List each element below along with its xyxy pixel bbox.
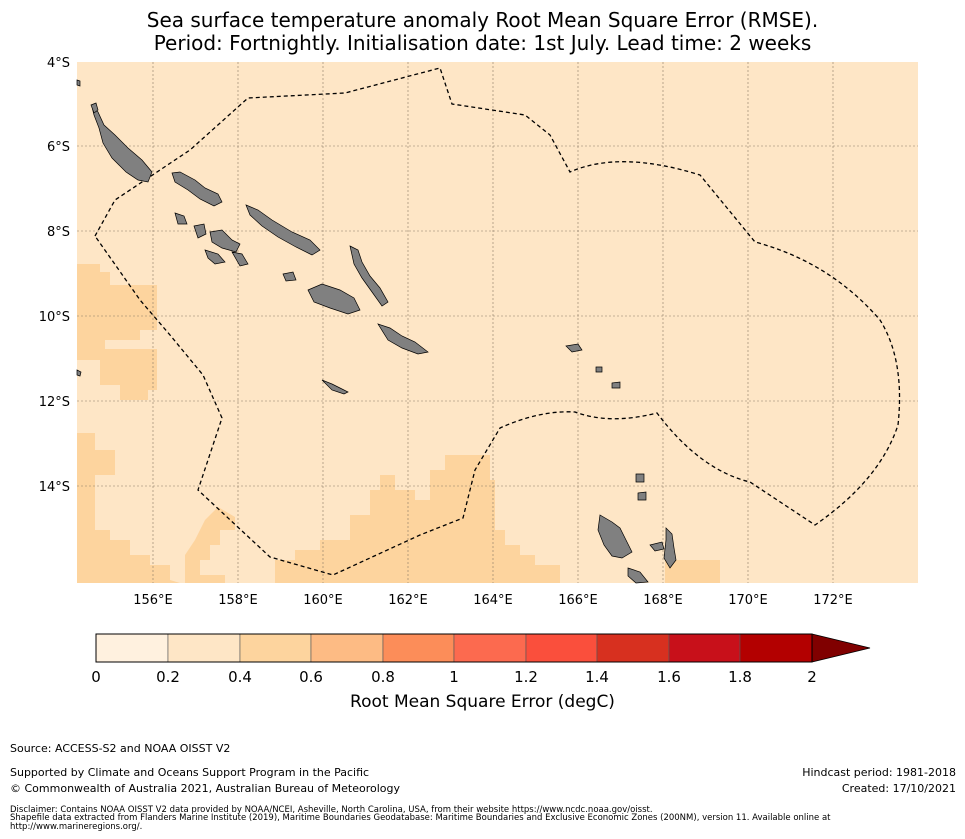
- lat-label-8s: 8°S: [47, 225, 70, 240]
- rmse-patches: [77, 264, 720, 583]
- colorbar-bin-8: [668, 633, 741, 663]
- makira-island: [377, 323, 429, 355]
- choiseul-island: [171, 171, 223, 207]
- colorbar: 0 0.2 0.4 0.6 0.8 1 1.2 1.4 1.6 1.8 2: [91, 633, 871, 686]
- disclaimer-line-1: Disclaimer: Contains NOAA OISST V2 data …: [10, 805, 653, 815]
- colorbar-tick-0: 0: [91, 668, 101, 686]
- colorbar-tick-3: 0.6: [299, 668, 323, 686]
- tiny-island-4: [595, 366, 603, 373]
- copyright-text: © Commonwealth of Australia 2021, Austra…: [10, 782, 400, 795]
- santa-isabel-island: [245, 204, 321, 256]
- colorbar-tick-4: 0.8: [371, 668, 395, 686]
- lon-label-160e: 160°E: [303, 593, 343, 608]
- russell-islands: [231, 251, 249, 267]
- lat-label-6s: 6°S: [47, 140, 70, 155]
- bougainville-island: [91, 106, 153, 183]
- colorbar-tick-10: 2: [807, 668, 817, 686]
- colorbar-bin-0: [95, 633, 169, 663]
- lon-label-166e: 166°E: [558, 593, 598, 608]
- tiny-island-2: [637, 491, 647, 501]
- lon-label-156e: 156°E: [133, 593, 173, 608]
- tiny-island-5: [76, 79, 81, 87]
- hindcast-period: Hindcast period: 1981-2018: [802, 766, 956, 779]
- graticule: [77, 62, 918, 583]
- lat-label-10s: 10°S: [39, 310, 70, 325]
- lat-label-12s: 12°S: [39, 395, 70, 410]
- lon-label-170e: 170°E: [728, 593, 768, 608]
- colorbar-tick-1: 0.2: [156, 668, 180, 686]
- colorbar-bin-7: [596, 633, 670, 663]
- lon-label-168e: 168°E: [643, 593, 683, 608]
- lon-label-162e: 162°E: [388, 593, 428, 608]
- supported-text: Supported by Climate and Oceans Support …: [10, 766, 370, 779]
- colorbar-bin-5: [453, 633, 527, 663]
- colorbar-title: Root Mean Square Error (degC): [350, 692, 615, 712]
- malaita-island: [349, 245, 389, 307]
- malekula-island: [649, 541, 665, 552]
- new-georgia-island: [193, 223, 207, 239]
- disclaimer-line-2: Shapefile data extracted from Flanders M…: [10, 813, 831, 823]
- tiny-island-1: [635, 473, 645, 483]
- espiritu-santo-island: [597, 514, 633, 559]
- lat-label-4s: 4°S: [47, 56, 70, 71]
- colorbar-bin-6: [525, 633, 598, 663]
- colorbar-tick-9: 1.8: [728, 668, 752, 686]
- colorbar-tick-5: 1: [449, 668, 459, 686]
- disclaimer-line-3: http://www.marineregions.org/.: [10, 822, 143, 832]
- vella-lavella-island: [174, 212, 188, 225]
- lon-label-172e: 172°E: [813, 593, 853, 608]
- chart-title-line-1: Sea surface temperature anomaly Root Mea…: [146, 8, 819, 32]
- lon-label-158e: 158°E: [218, 593, 258, 608]
- source-text: Source: ACCESS-S2 and NOAA OISST V2: [10, 742, 231, 755]
- ambae-island: [663, 527, 677, 569]
- kolombangara-island: [209, 229, 241, 253]
- land-masses: [76, 79, 677, 584]
- colorbar-bin-4: [382, 633, 455, 663]
- colorbar-bin-3: [310, 633, 384, 663]
- tiny-island-3: [611, 381, 621, 389]
- colorbar-tick-2: 0.4: [228, 668, 252, 686]
- map-figure: 4°S 6°S 8°S 10°S 12°S 14°S 156°E 158°E 1…: [39, 56, 918, 686]
- colorbar-bin-2: [239, 633, 312, 663]
- chart-title-line-2: Period: Fortnightly. Initialisation date…: [153, 31, 812, 55]
- lat-label-14s: 14°S: [39, 480, 70, 495]
- efate-island: [627, 567, 649, 584]
- florida-islands: [282, 271, 297, 282]
- tiny-island-6: [76, 369, 82, 377]
- colorbar-extend-arrow: [811, 633, 871, 663]
- colorbar-tick-6: 1.2: [514, 668, 538, 686]
- buka-island: [90, 102, 99, 114]
- eez-boundary: [94, 67, 901, 576]
- guadalcanal-island: [307, 283, 361, 315]
- nendo-island: [565, 343, 583, 353]
- created-date: Created: 17/10/2021: [841, 782, 956, 795]
- colorbar-bin-9: [739, 633, 813, 663]
- lon-label-164e: 164°E: [473, 593, 513, 608]
- colorbar-bin-1: [167, 633, 241, 663]
- colorbar-tick-7: 1.4: [585, 668, 609, 686]
- ocean-background: [77, 62, 918, 583]
- colorbar-tick-8: 1.6: [657, 668, 681, 686]
- rendova-island: [204, 249, 226, 265]
- rennell-island: [321, 379, 349, 395]
